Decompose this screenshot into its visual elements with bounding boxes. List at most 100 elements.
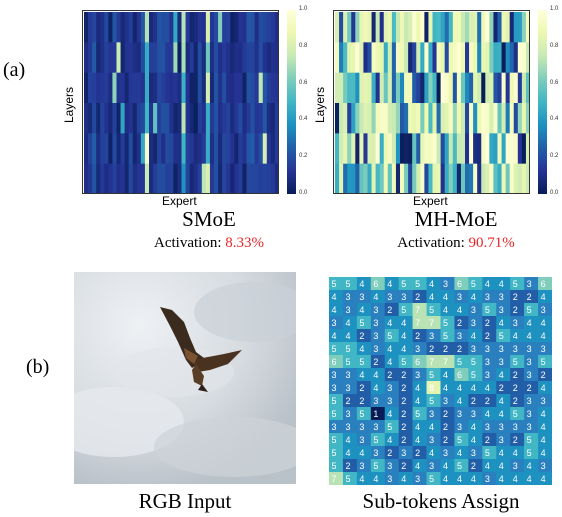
heatmap-mhmoe-cell [420, 163, 425, 193]
grid-cell [538, 459, 552, 473]
heatmap-mhmoe-cell [432, 103, 437, 134]
heatmap-mhmoe-cell [509, 42, 515, 74]
heatmap-smoe-cell [120, 163, 126, 193]
grid-cell-value: 3 [373, 331, 378, 341]
heatmap-mhmoe-cell [339, 133, 344, 165]
grid-cell [384, 394, 399, 408]
grid-cell-value: 2 [345, 461, 350, 471]
heatmap-mhmoe-cell [371, 12, 377, 43]
grid-cell [384, 459, 399, 473]
heatmap-mhmoe-cell [436, 42, 442, 74]
heatmap-smoe-cell [218, 163, 223, 193]
grid-cell-value: 7 [429, 357, 434, 367]
heatmap-mhmoe-cell [481, 72, 486, 104]
heatmap-smoe-cell [258, 12, 264, 43]
grid-cell-value: 3 [429, 409, 434, 419]
panel-label-b: (b) [26, 356, 50, 378]
grid-cell [510, 394, 525, 408]
heatmap-smoe-cell [124, 42, 130, 74]
grid-cell-value: 4 [415, 383, 420, 393]
heatmap-mhmoe-cell [493, 12, 498, 43]
heatmap-smoe-cell [161, 42, 166, 74]
heatmap-smoe-cell [161, 103, 166, 134]
grid-cell [468, 420, 483, 434]
heatmap-mhmoe-cell [375, 12, 381, 43]
heatmap-smoe-cell [84, 42, 89, 74]
heatmap-mhmoe-cell [485, 133, 490, 165]
heatmap-smoe-cell [238, 12, 243, 43]
grid-cell-value: 4 [485, 383, 490, 393]
grid-cell [356, 368, 372, 382]
grid-cell-value: 3 [401, 448, 406, 458]
heatmap-smoe-cell [161, 163, 166, 193]
grid-cell [468, 329, 483, 343]
heatmap-smoe-cell [181, 103, 186, 134]
grid-cell [482, 355, 497, 369]
heatmap-smoe-cell [132, 103, 138, 134]
grid-cell [538, 355, 552, 369]
heatmap-mhmoe-cell [452, 103, 458, 134]
heatmap-2-caption: MH-MoE [414, 207, 498, 231]
grid-cell [398, 394, 413, 408]
heatmap-smoe-cell [136, 133, 142, 165]
grid-cell [468, 472, 483, 485]
grid-cell [398, 329, 413, 343]
grid-cell [496, 394, 511, 408]
grid-cell [538, 303, 552, 317]
heatmap-smoe-cell [104, 103, 109, 134]
grid-cell-value: 3 [499, 305, 504, 315]
heatmap-smoe-cell [242, 103, 247, 134]
grid-cell-value: 7 [415, 305, 420, 315]
grid-cell-value: 3 [387, 474, 392, 484]
heatmap-mhmoe-cell [371, 103, 377, 134]
grid-cell-value: 2 [401, 396, 406, 406]
grid-cell-value: 3 [499, 357, 504, 367]
heatmap-smoe-cell [250, 42, 256, 74]
heatmap-mhmoe-cell [359, 103, 364, 134]
grid-cell [440, 433, 455, 447]
grid-cell [468, 394, 483, 408]
grid-cell [482, 290, 497, 304]
heatmap-mhmoe-cell [428, 42, 433, 74]
heatmap-smoe-cell [108, 163, 113, 193]
grid-cell-value: 4 [359, 448, 364, 458]
heatmap-mhmoe-cell [383, 72, 389, 104]
heatmap-mhmoe-cell [347, 72, 352, 104]
grid-cell-value: 3 [499, 344, 504, 354]
grid-cell-value: 5 [401, 305, 406, 315]
heatmap-smoe-cell [136, 163, 142, 193]
heatmap-mhmoe-cell [420, 42, 425, 74]
colorbar-tick: 1.0 [550, 6, 559, 12]
grid-cell [426, 277, 441, 291]
heatmap-mhmoe-cell [521, 163, 527, 193]
heatmap-mhmoe-cell [501, 133, 507, 165]
grid-cell [384, 303, 399, 317]
grid-cell [412, 342, 427, 356]
heatmap-smoe-cell [173, 12, 178, 43]
heatmap-mhmoe-cell [347, 133, 352, 165]
grid-cell [426, 420, 441, 434]
grid-cell-value: 3 [513, 422, 518, 432]
heatmap-mhmoe-cell [473, 133, 478, 165]
grid-cell [412, 433, 427, 447]
colorbar-tick: 0.0 [550, 190, 559, 196]
grid-cell-value: 5 [387, 331, 392, 341]
grid-cell-value: 3 [527, 409, 532, 419]
heatmap-smoe-cell [185, 103, 191, 134]
heatmap-mhmoe-cell [469, 72, 474, 104]
grid-cell-value: 3 [345, 383, 350, 393]
grid-cell-value: 4 [499, 318, 504, 328]
grid-cell [510, 368, 525, 382]
grid-cell [412, 394, 427, 408]
heatmap-smoe-cell [84, 133, 89, 165]
grid-cell-value: 4 [527, 331, 532, 341]
grid-cell-value: 2 [443, 344, 448, 354]
grid-cell-value: 4 [443, 461, 448, 471]
heatmap-mhmoe-cell [379, 103, 385, 134]
heatmap-smoe-cell [112, 42, 117, 74]
grid-cell [524, 368, 539, 382]
heatmap-smoe-cell [88, 103, 93, 134]
heatmap-smoe-cell [157, 163, 162, 193]
heatmap-mhmoe-cell [444, 103, 450, 134]
grid-cell-value: 6 [373, 279, 378, 289]
